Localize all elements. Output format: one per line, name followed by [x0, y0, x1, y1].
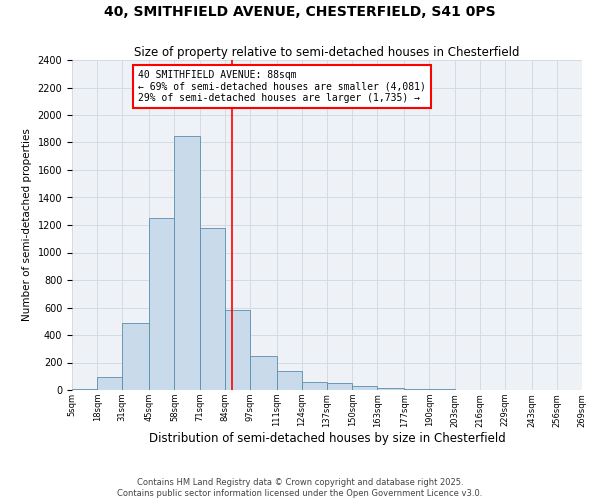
- Title: Size of property relative to semi-detached houses in Chesterfield: Size of property relative to semi-detach…: [134, 46, 520, 59]
- Bar: [327, 383, 352, 390]
- Bar: [149, 218, 175, 390]
- X-axis label: Distribution of semi-detached houses by size in Chesterfield: Distribution of semi-detached houses by …: [149, 432, 505, 445]
- Text: 40 SMITHFIELD AVENUE: 88sqm
← 69% of semi-detached houses are smaller (4,081)
29: 40 SMITHFIELD AVENUE: 88sqm ← 69% of sem…: [139, 70, 426, 103]
- Bar: [122, 322, 149, 390]
- Bar: [224, 310, 250, 390]
- Bar: [199, 228, 224, 390]
- Bar: [97, 377, 122, 390]
- Bar: [277, 372, 302, 390]
- Text: Contains HM Land Registry data © Crown copyright and database right 2025.
Contai: Contains HM Land Registry data © Crown c…: [118, 478, 482, 498]
- Text: 40, SMITHFIELD AVENUE, CHESTERFIELD, S41 0PS: 40, SMITHFIELD AVENUE, CHESTERFIELD, S41…: [104, 5, 496, 19]
- Bar: [250, 356, 277, 390]
- Bar: [72, 389, 97, 390]
- Bar: [352, 386, 377, 390]
- Bar: [302, 382, 327, 390]
- Bar: [175, 136, 199, 390]
- Bar: [404, 389, 430, 390]
- Bar: [377, 388, 404, 390]
- Y-axis label: Number of semi-detached properties: Number of semi-detached properties: [22, 128, 32, 322]
